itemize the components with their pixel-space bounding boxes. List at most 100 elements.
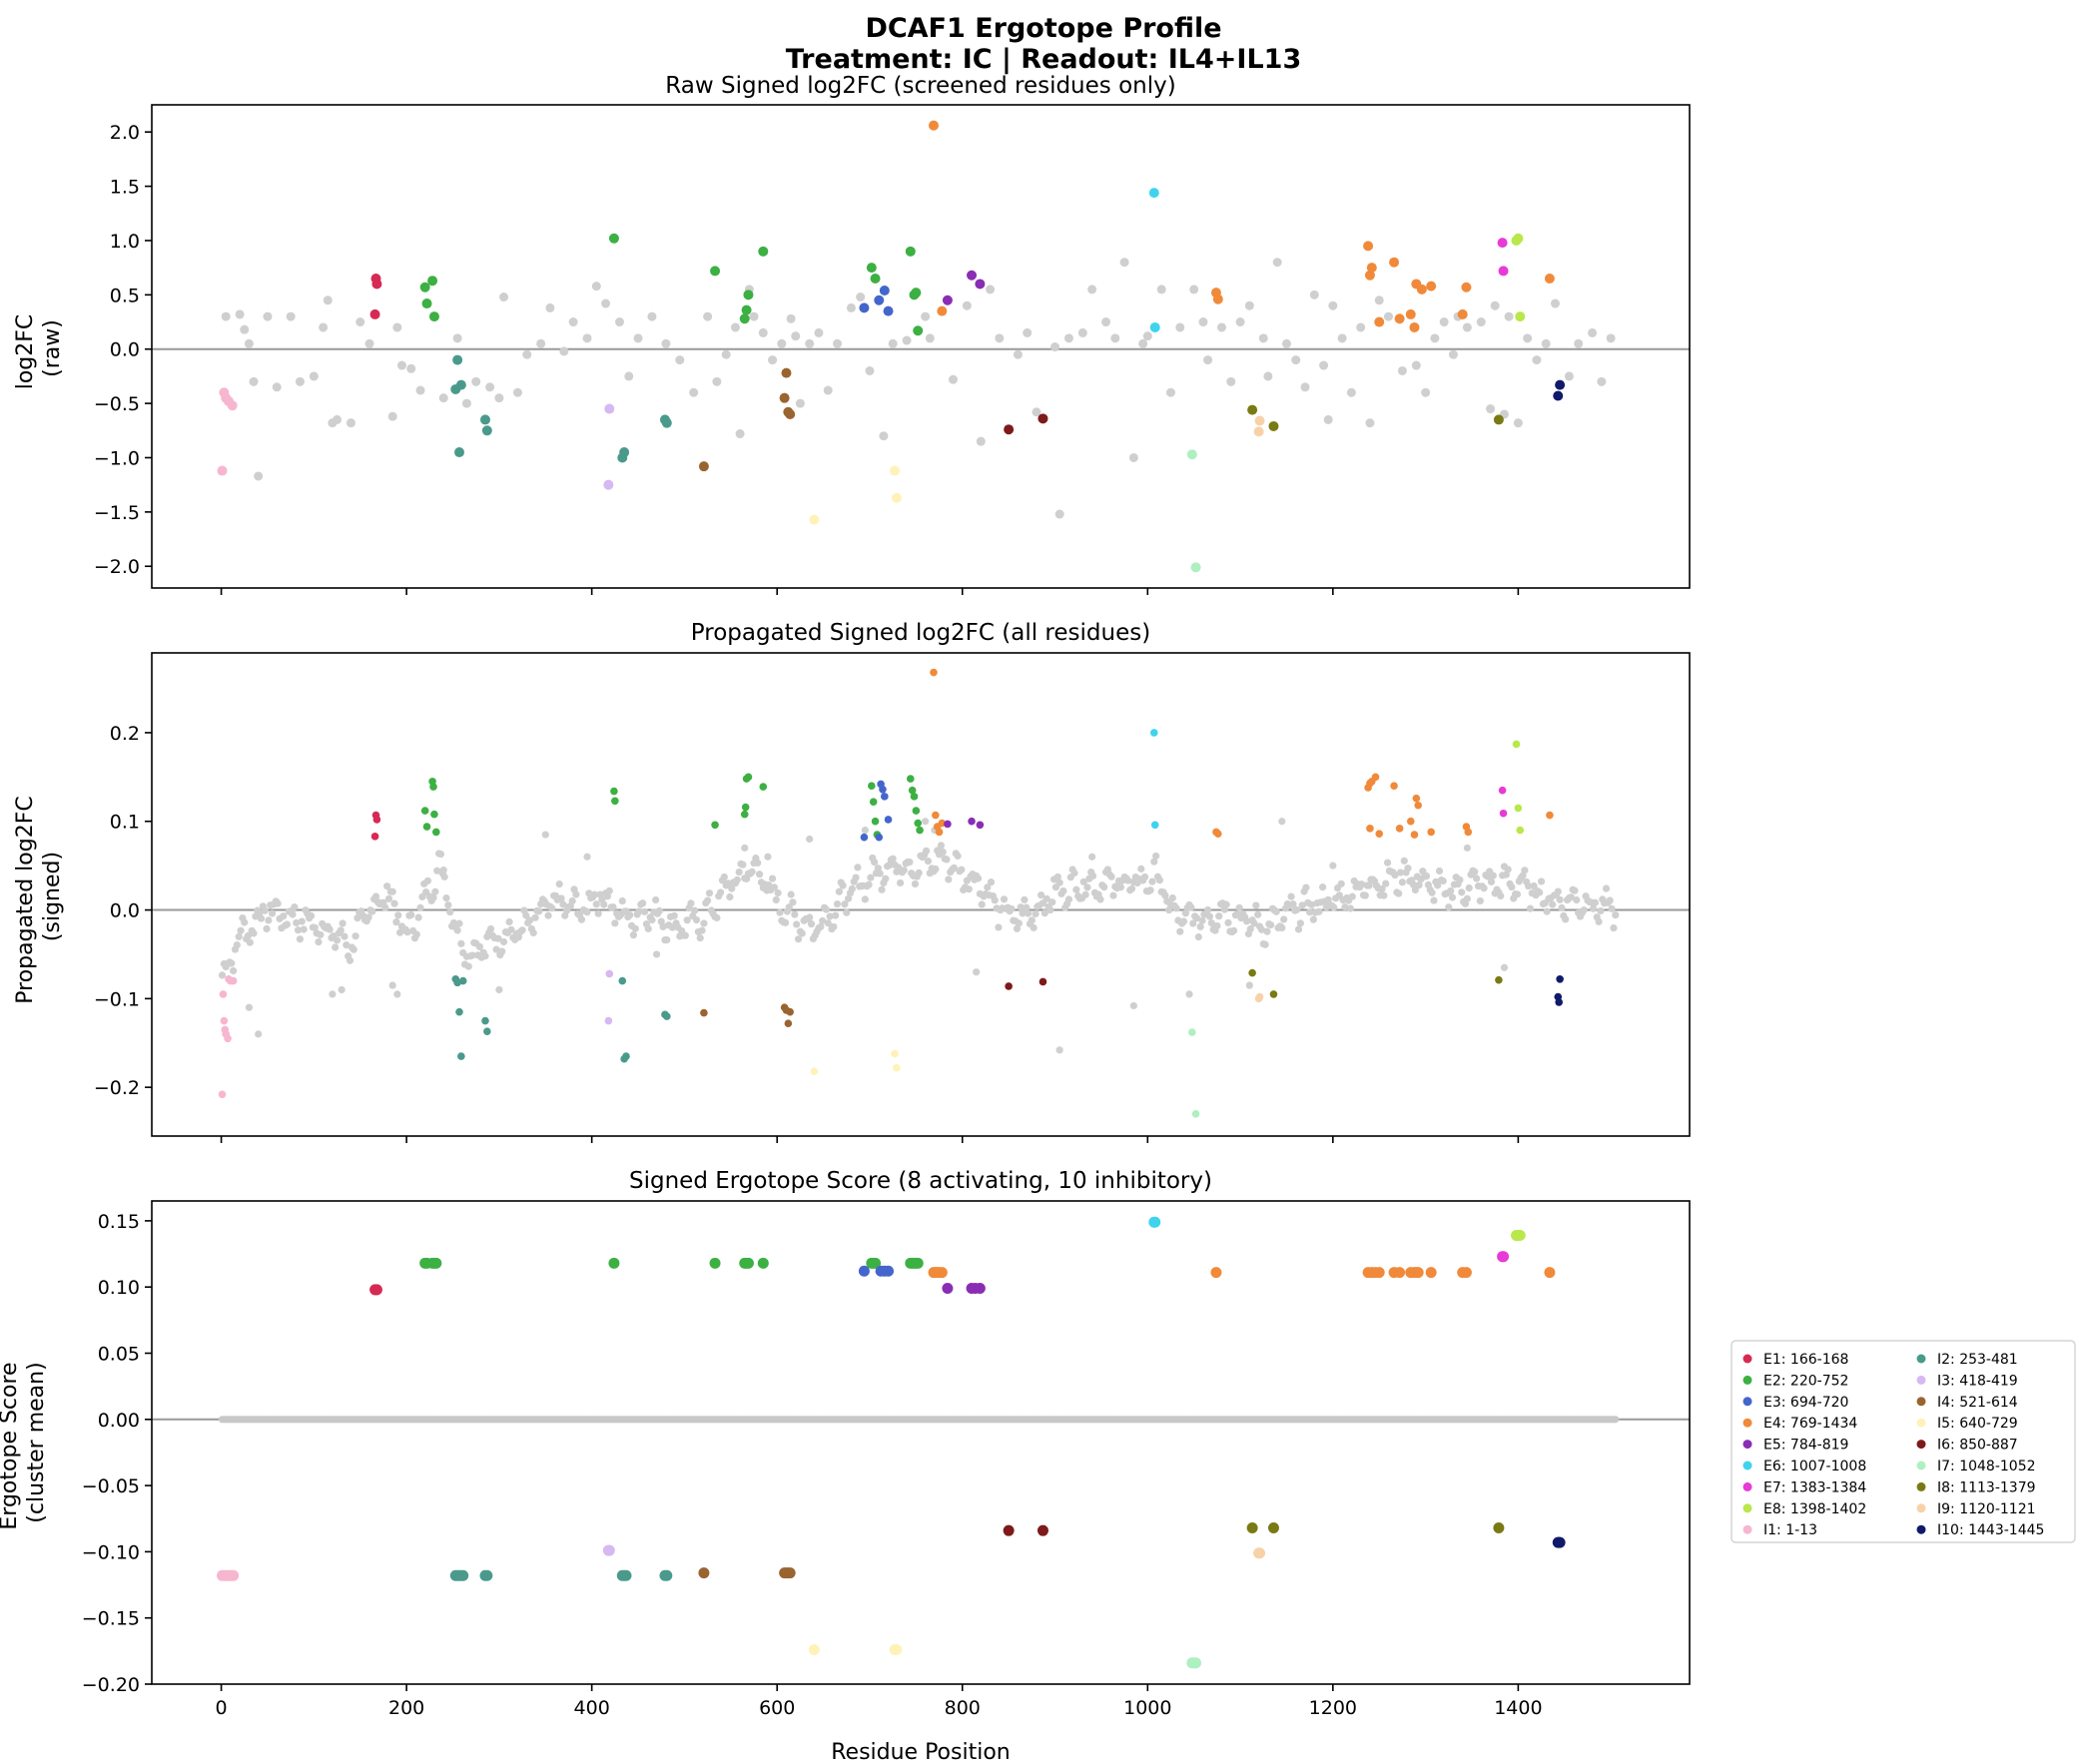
background-point: [774, 888, 782, 897]
data-point: [870, 1257, 882, 1269]
background-point: [339, 919, 347, 927]
legend-item: I3: 418-419: [1916, 1373, 2018, 1389]
background-point: [1203, 355, 1213, 365]
background-point: [1378, 884, 1386, 893]
background-point: [1300, 382, 1310, 392]
background-point: [249, 376, 259, 386]
panel-propagated-background-points: [152, 818, 1690, 1054]
background-point: [1244, 300, 1254, 310]
data-point: [913, 325, 924, 336]
background-point: [1226, 376, 1236, 386]
series: [698, 1567, 796, 1579]
data-point: [603, 1544, 615, 1556]
background-point: [531, 913, 539, 921]
background-point: [414, 913, 422, 921]
data-point: [858, 1265, 870, 1277]
background-point: [431, 887, 439, 895]
background-point: [315, 937, 323, 946]
data-point: [1554, 1536, 1566, 1548]
background-point: [1252, 901, 1260, 909]
legend-label: I8: 1113-1379: [1937, 1479, 2036, 1495]
background-point: [639, 899, 647, 907]
series: [942, 270, 986, 305]
background-point: [856, 293, 866, 302]
data-point: [1267, 1522, 1279, 1534]
background-point: [592, 900, 600, 908]
data-point: [758, 246, 769, 257]
series: [218, 975, 238, 1099]
series: [700, 1003, 794, 1028]
series: [451, 975, 671, 1063]
background-point: [559, 900, 567, 908]
background-point: [353, 913, 361, 922]
data-point: [1188, 1028, 1196, 1036]
background-point: [805, 338, 815, 348]
background-point: [1196, 922, 1204, 930]
data-point: [976, 821, 985, 830]
data-point: [1390, 782, 1398, 791]
background-point: [525, 916, 534, 924]
background-point: [1415, 881, 1423, 889]
background-point: [696, 933, 704, 942]
data-point: [942, 294, 953, 305]
background-point: [698, 926, 706, 934]
legend-label: E3: 694-720: [1763, 1395, 1848, 1411]
series: [1253, 1547, 1266, 1559]
data-point: [1389, 257, 1400, 268]
x-axis-label: Residue Position: [831, 1740, 1011, 1764]
background-point: [280, 912, 288, 920]
data-point: [1409, 321, 1420, 332]
background-point: [776, 908, 784, 916]
background-point: [495, 985, 503, 994]
data-point: [1246, 1522, 1258, 1534]
background-point: [1463, 894, 1471, 902]
background-point: [789, 898, 797, 906]
legend-label: E2: 220-752: [1763, 1373, 1848, 1389]
legend-marker: [1916, 1440, 1926, 1450]
background-point: [594, 909, 602, 917]
legend-item: E3: 694-720: [1742, 1395, 1848, 1411]
background-point: [338, 985, 346, 994]
data-point: [1498, 786, 1507, 795]
data-point: [1556, 975, 1564, 983]
background-point: [1463, 844, 1471, 852]
series: [928, 1267, 1556, 1279]
background-point: [841, 900, 849, 908]
data-point: [741, 803, 750, 812]
background-point: [681, 931, 689, 939]
background-point: [346, 418, 355, 428]
background-point: [1356, 322, 1366, 332]
data-point: [1426, 281, 1437, 292]
background-point: [1434, 882, 1442, 889]
data-point: [910, 793, 919, 801]
background-point: [1524, 882, 1533, 890]
background-point: [618, 896, 626, 905]
series: [603, 403, 615, 490]
background-point: [329, 990, 337, 998]
data-point: [906, 775, 915, 783]
data-point: [759, 783, 768, 791]
panel-propagated-series: [218, 668, 1564, 1118]
background-point: [735, 868, 743, 877]
data-point: [1213, 830, 1222, 838]
background-point: [541, 831, 549, 839]
data-point: [710, 266, 721, 277]
y-tick-label: 0.0: [110, 900, 140, 922]
background-point: [871, 858, 879, 867]
data-point: [429, 783, 437, 791]
background-point: [687, 899, 695, 907]
data-point: [369, 308, 380, 319]
data-point: [1375, 830, 1384, 838]
data-point: [937, 305, 948, 316]
y-tick-label: 0.10: [98, 1277, 140, 1299]
panel-propagated-title: Propagated Signed log2FC (all residues): [691, 620, 1150, 646]
data-point: [1553, 390, 1564, 401]
background-point: [245, 1003, 254, 1011]
background-point: [1458, 888, 1466, 896]
legend-label: I3: 418-419: [1937, 1373, 2018, 1389]
background-point: [1612, 911, 1620, 919]
background-point: [609, 902, 617, 911]
background-point: [512, 387, 522, 397]
background-point: [1215, 912, 1223, 920]
background-point: [1229, 926, 1238, 934]
